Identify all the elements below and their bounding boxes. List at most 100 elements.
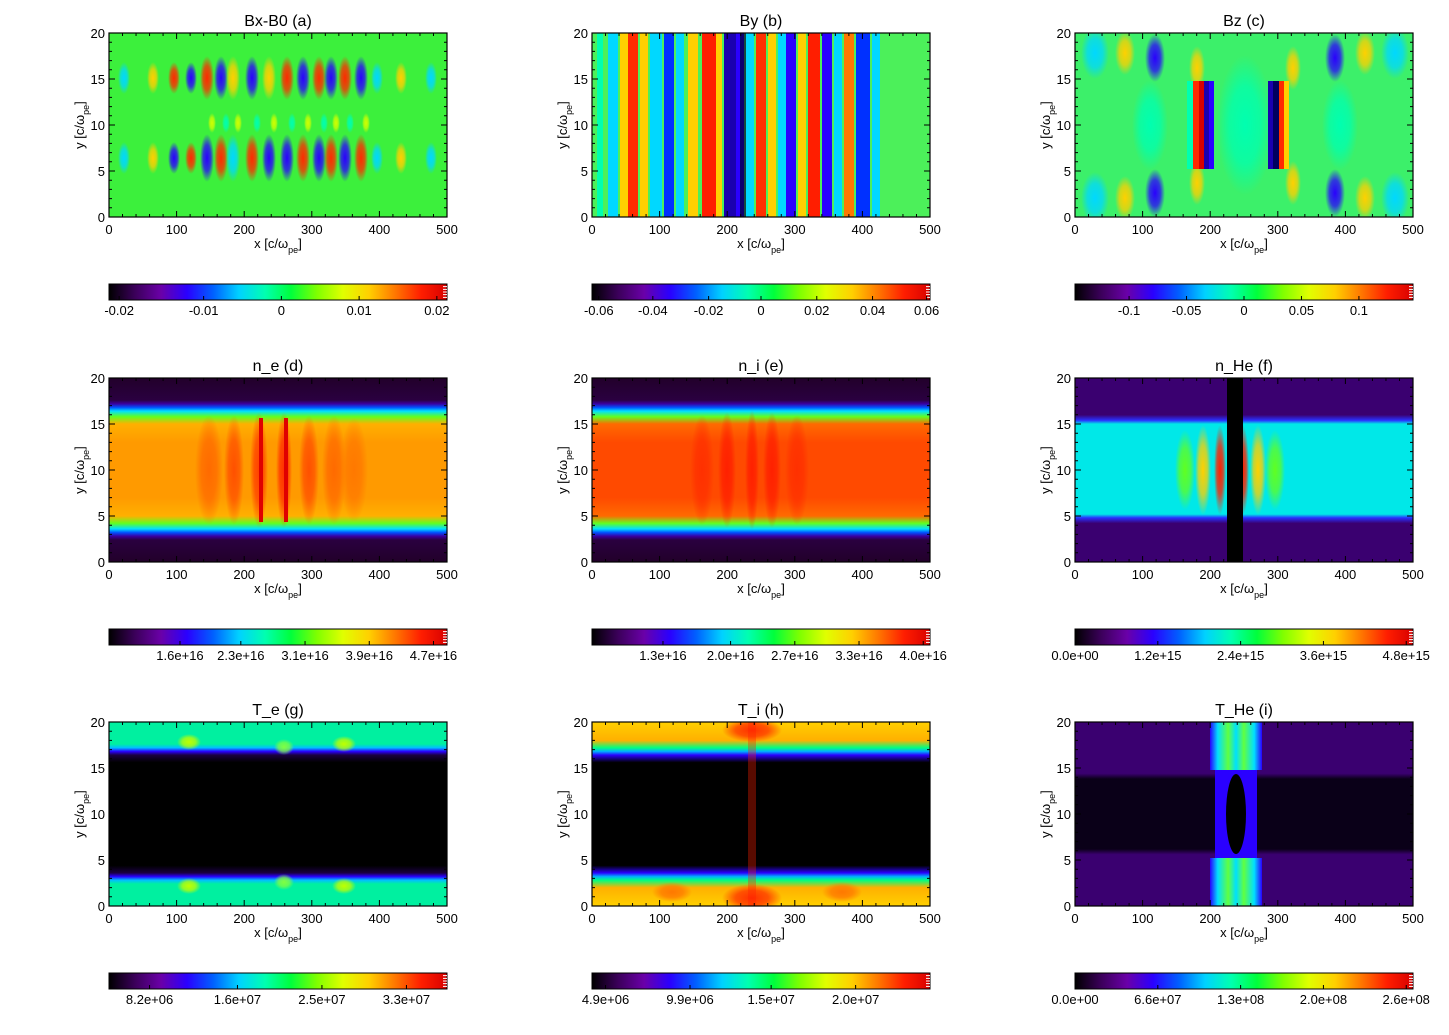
field-feature-a-37 xyxy=(346,113,354,133)
y-axis-label: y [c/ωpe] xyxy=(72,790,91,838)
y-tick-label: 0 xyxy=(581,210,588,225)
x-tick-label: 0 xyxy=(588,911,595,926)
x-axis-label-main: x [c/ω xyxy=(1220,581,1254,596)
x-tick-label: 200 xyxy=(1199,222,1221,237)
colorbar-tick-label: 2.0e+07 xyxy=(832,992,879,1007)
y-tick-label: 0 xyxy=(1064,899,1071,914)
field-feature-a-23 xyxy=(280,56,294,100)
y-axis-label: y [c/ωpe] xyxy=(555,446,574,494)
x-axis-label: x [c/ωpe] xyxy=(1220,581,1268,600)
x-tick-label: 400 xyxy=(369,222,391,237)
colorbar-tick-label: 0.0e+00 xyxy=(1051,992,1098,1007)
heatmap-i xyxy=(1075,722,1413,906)
field-feature-a-24 xyxy=(280,134,294,182)
y-tick-label: 20 xyxy=(91,715,105,730)
x-axis-label: x [c/ωpe] xyxy=(1220,236,1268,255)
field-feature-a-15 xyxy=(226,134,240,182)
colorbar-gradient xyxy=(1074,972,1414,990)
field-feature-g-3 xyxy=(177,878,201,894)
field-feature-c-17 xyxy=(1285,46,1301,90)
y-tick-label: 10 xyxy=(91,118,105,133)
field-band-b-17 xyxy=(786,33,796,217)
y-axis-label-end: ] xyxy=(555,101,570,105)
field-band-b-14 xyxy=(756,33,766,217)
field-feature-c-10 xyxy=(1381,33,1409,79)
x-tick-label: 100 xyxy=(649,222,671,237)
y-axis-label-end: ] xyxy=(555,790,570,794)
x-axis-label-main: x [c/ω xyxy=(254,925,288,940)
y-axis-label-main: y [c/ω xyxy=(555,115,570,149)
x-axis-label: x [c/ωpe] xyxy=(737,581,785,600)
field-feature-a-7 xyxy=(185,142,197,174)
field-band-b-22 xyxy=(844,33,854,217)
field-feature-f-1 xyxy=(1195,425,1211,515)
heatmap-g xyxy=(109,722,447,906)
x-tick-label: 500 xyxy=(1402,222,1424,237)
field-feature-a-0 xyxy=(118,62,130,94)
x-axis-label-sub: pe xyxy=(288,934,298,944)
field-feature-f-2 xyxy=(1214,425,1226,515)
x-tick-label: 200 xyxy=(233,567,255,582)
y-tick-label: 20 xyxy=(91,371,105,386)
colorbar-tick-label: -0.04 xyxy=(638,303,668,318)
field-band-d-0 xyxy=(259,418,263,522)
colorbar-tick-label: 0 xyxy=(1240,303,1247,318)
field-band-i-top xyxy=(1210,722,1262,770)
field-band-c-6 xyxy=(1273,81,1279,169)
panel-title: Bx-B0 (a) xyxy=(244,13,312,30)
field-feature-a-40 xyxy=(362,113,370,133)
x-axis-label-end: ] xyxy=(1264,236,1268,251)
y-tick-label: 10 xyxy=(1057,807,1071,822)
field-bg-e xyxy=(592,378,930,562)
x-tick-label: 0 xyxy=(105,911,112,926)
field-feature-d-1 xyxy=(224,415,244,525)
y-axis-label-end: ] xyxy=(555,446,570,450)
field-feature-c-14 xyxy=(1217,55,1273,195)
field-feature-a-8 xyxy=(200,56,214,100)
x-tick-label: 300 xyxy=(301,567,323,582)
colorbar-end-marks xyxy=(443,286,447,298)
field-feature-e-3 xyxy=(763,412,781,528)
field-feature-c-5 xyxy=(1145,169,1165,217)
colorbar-tick-label: 2.4e+15 xyxy=(1217,648,1264,663)
field-feature-g-0 xyxy=(177,734,201,750)
y-axis-label-sub: pe xyxy=(1047,105,1057,115)
x-axis-label: x [c/ωpe] xyxy=(254,236,302,255)
field-dark-band-h xyxy=(748,722,756,906)
field-feature-a-43 xyxy=(395,62,407,94)
y-axis-label-sub: pe xyxy=(564,450,574,460)
field-feature-c-1 xyxy=(1081,172,1109,217)
y-axis-label-sub: pe xyxy=(564,105,574,115)
y-tick-label: 0 xyxy=(1064,210,1071,225)
x-tick-label: 200 xyxy=(1199,567,1221,582)
field-feature-c-8 xyxy=(1355,33,1375,75)
x-tick-label: 300 xyxy=(1267,911,1289,926)
field-feature-g-1 xyxy=(274,739,294,755)
panel-title: n_e (d) xyxy=(253,358,304,375)
x-tick-label: 100 xyxy=(1132,567,1154,582)
x-tick-label: 100 xyxy=(166,567,188,582)
y-axis-label-end: ] xyxy=(72,790,87,794)
field-feature-a-12 xyxy=(214,134,228,182)
x-tick-label: 400 xyxy=(1335,222,1357,237)
colorbar-tick-label: 1.3e+08 xyxy=(1217,992,1264,1007)
field-feature-e-0 xyxy=(690,415,714,525)
field-feature-a-9 xyxy=(200,134,214,182)
colorbar-tick-label: 2.6e+08 xyxy=(1383,992,1430,1007)
field-band-i-bottom xyxy=(1210,858,1262,906)
y-tick-label: 5 xyxy=(581,164,588,179)
field-feature-a-14 xyxy=(226,56,240,100)
x-tick-label: 0 xyxy=(588,222,595,237)
field-feature-c-7 xyxy=(1325,169,1345,217)
y-tick-label: 10 xyxy=(574,463,588,478)
field-band-b-15 xyxy=(768,33,776,217)
field-feature-f-4 xyxy=(1250,425,1266,515)
y-tick-label: 5 xyxy=(581,853,588,868)
field-band-c-5 xyxy=(1268,81,1273,169)
field-feature-e-2 xyxy=(745,410,759,530)
y-tick-label: 5 xyxy=(98,164,105,179)
field-feature-c-0 xyxy=(1081,33,1109,79)
